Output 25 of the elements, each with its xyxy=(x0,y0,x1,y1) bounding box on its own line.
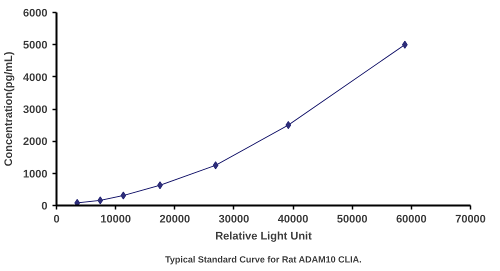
point xyxy=(157,181,163,190)
y-tick-label: 1000 xyxy=(23,168,48,180)
x-tick-label: 30000 xyxy=(218,214,250,226)
y-tick-label: 0 xyxy=(41,200,48,212)
text: Typical Standard Curve for Rat ADAM10 CLIA. xyxy=(165,254,362,264)
point xyxy=(402,40,408,49)
y-axis-title: Concentration(pg/mL) xyxy=(3,51,16,166)
point xyxy=(74,198,80,206)
y-tick-label: 5000 xyxy=(23,40,48,52)
x-tick-label: 40000 xyxy=(278,214,308,226)
y-tick-label: 4000 xyxy=(23,72,48,84)
point xyxy=(286,121,292,130)
point xyxy=(120,192,126,200)
x-tick-label: 60000 xyxy=(396,214,427,226)
y-tick-label: 3000 xyxy=(23,104,48,116)
x-tick-label: 50000 xyxy=(336,214,368,226)
y-tick-label: 6000 xyxy=(23,8,48,20)
point xyxy=(212,161,218,170)
x-tick-label: 10000 xyxy=(100,214,131,226)
x-tick-label: 0 xyxy=(53,214,60,226)
x-axis-title: Relative Light Unit xyxy=(215,230,312,242)
y-tick-label: 2000 xyxy=(23,136,48,148)
x-tick-label: 70000 xyxy=(455,214,486,226)
x-tick-label: 20000 xyxy=(159,214,190,226)
point xyxy=(97,196,104,204)
